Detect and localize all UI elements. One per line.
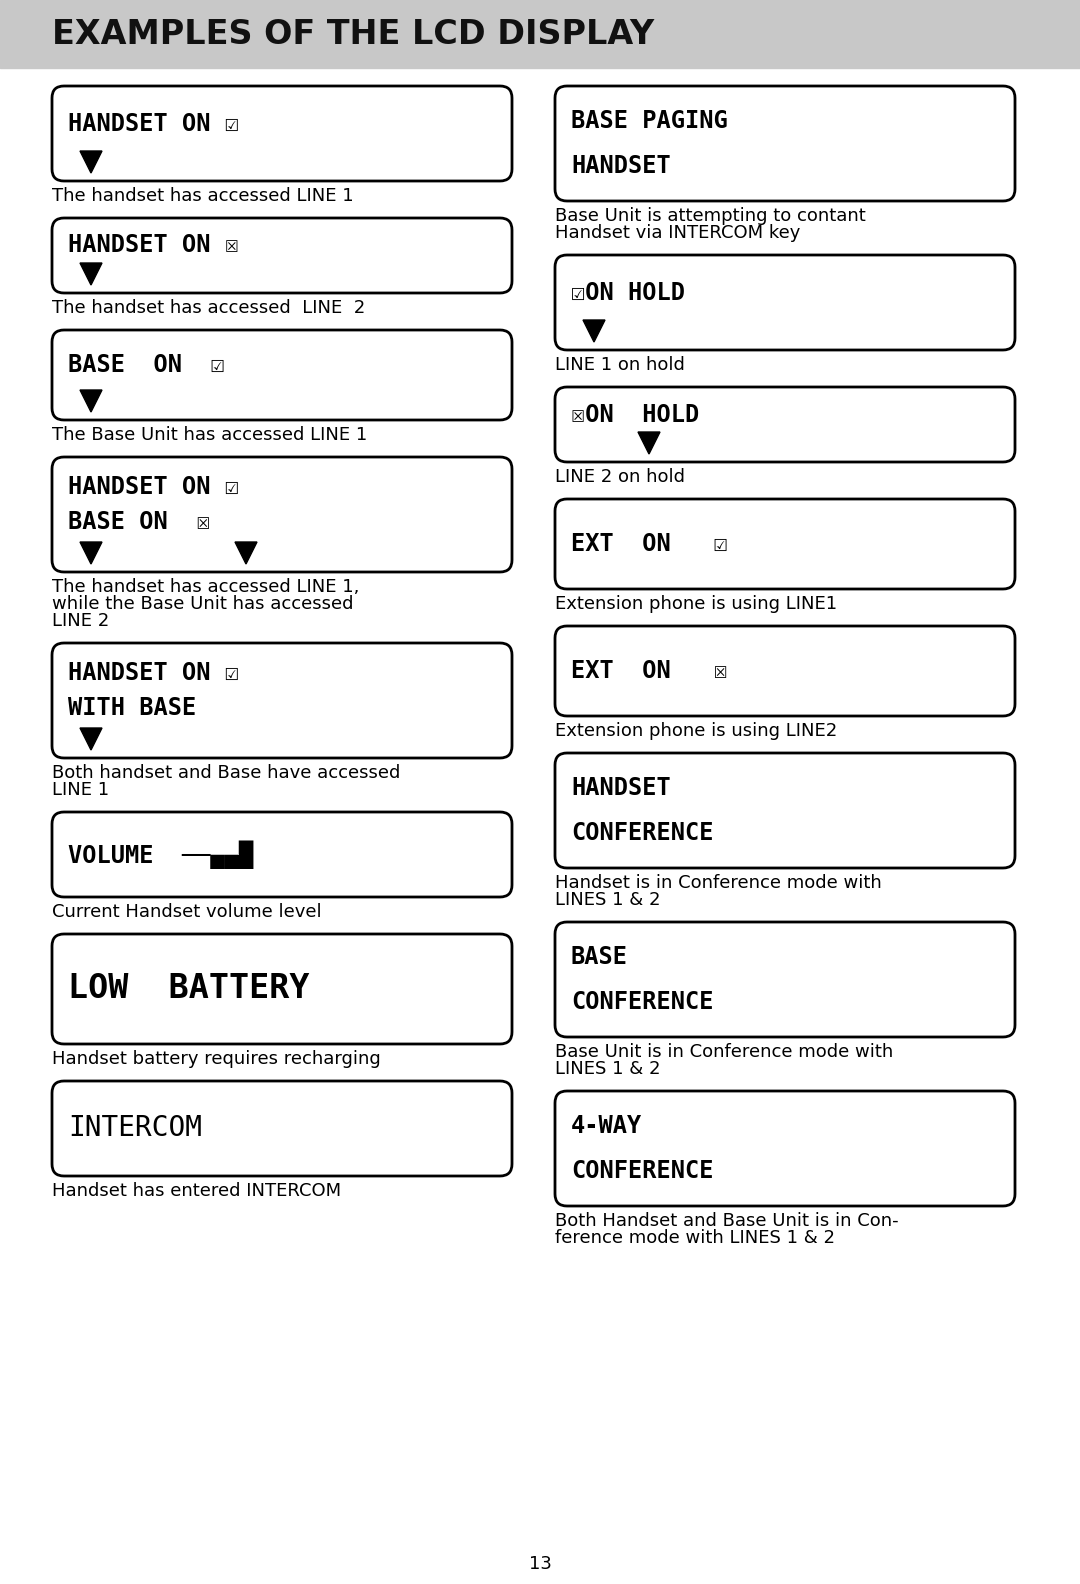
- Text: CONFERENCE: CONFERENCE: [571, 821, 714, 846]
- Polygon shape: [80, 390, 102, 412]
- FancyBboxPatch shape: [52, 458, 512, 572]
- FancyBboxPatch shape: [52, 1080, 512, 1175]
- Polygon shape: [80, 263, 102, 285]
- FancyBboxPatch shape: [555, 86, 1015, 201]
- Text: ☑ON HOLD: ☑ON HOLD: [571, 280, 685, 304]
- FancyBboxPatch shape: [52, 86, 512, 181]
- Text: HANDSET ON ☑: HANDSET ON ☑: [68, 111, 239, 136]
- Text: HANDSET: HANDSET: [571, 154, 671, 179]
- Text: INTERCOM: INTERCOM: [68, 1115, 202, 1142]
- FancyBboxPatch shape: [52, 643, 512, 759]
- Text: Extension phone is using LINE2: Extension phone is using LINE2: [555, 722, 837, 740]
- Text: CONFERENCE: CONFERENCE: [571, 1159, 714, 1183]
- Text: Current Handset volume level: Current Handset volume level: [52, 903, 322, 920]
- Text: Base Unit is attempting to contant: Base Unit is attempting to contant: [555, 208, 866, 225]
- Polygon shape: [80, 729, 102, 749]
- Text: Handset battery requires recharging: Handset battery requires recharging: [52, 1050, 381, 1068]
- Text: HANDSET: HANDSET: [571, 776, 671, 800]
- Polygon shape: [80, 150, 102, 173]
- FancyBboxPatch shape: [52, 329, 512, 420]
- Text: HANDSET ON ☑: HANDSET ON ☑: [68, 661, 239, 684]
- Text: The Base Unit has accessed LINE 1: The Base Unit has accessed LINE 1: [52, 426, 367, 444]
- Text: VOLUME  ──▄▄█: VOLUME ──▄▄█: [68, 840, 253, 868]
- Polygon shape: [638, 432, 660, 455]
- FancyBboxPatch shape: [555, 922, 1015, 1038]
- FancyBboxPatch shape: [52, 935, 512, 1044]
- FancyBboxPatch shape: [555, 255, 1015, 350]
- Text: Both handset and Base have accessed: Both handset and Base have accessed: [52, 763, 401, 782]
- Text: ference mode with LINES 1 & 2: ference mode with LINES 1 & 2: [555, 1229, 835, 1247]
- Text: CONFERENCE: CONFERENCE: [571, 990, 714, 1014]
- Text: 13: 13: [528, 1555, 552, 1573]
- Text: The handset has accessed LINE 1: The handset has accessed LINE 1: [52, 187, 353, 204]
- Text: LOW  BATTERY: LOW BATTERY: [68, 973, 310, 1006]
- Text: BASE: BASE: [571, 944, 627, 969]
- Text: EXAMPLES OF THE LCD DISPLAY: EXAMPLES OF THE LCD DISPLAY: [52, 17, 654, 51]
- Text: Extension phone is using LINE1: Extension phone is using LINE1: [555, 596, 837, 613]
- Polygon shape: [80, 542, 102, 564]
- Text: LINE 2: LINE 2: [52, 611, 109, 630]
- Text: BASE ON  ☒: BASE ON ☒: [68, 510, 211, 534]
- Polygon shape: [235, 542, 257, 564]
- Text: HANDSET ON ☑: HANDSET ON ☑: [68, 475, 239, 499]
- Text: LINE 1 on hold: LINE 1 on hold: [555, 356, 685, 374]
- FancyBboxPatch shape: [555, 626, 1015, 716]
- FancyBboxPatch shape: [555, 1091, 1015, 1205]
- Text: BASE PAGING: BASE PAGING: [571, 109, 728, 133]
- Text: LINES 1 & 2: LINES 1 & 2: [555, 1060, 661, 1079]
- Text: Base Unit is in Conference mode with: Base Unit is in Conference mode with: [555, 1042, 893, 1061]
- FancyBboxPatch shape: [555, 499, 1015, 589]
- Text: LINES 1 & 2: LINES 1 & 2: [555, 890, 661, 909]
- Text: WITH BASE: WITH BASE: [68, 697, 197, 721]
- Text: while the Base Unit has accessed: while the Base Unit has accessed: [52, 596, 353, 613]
- Text: EXT  ON   ☒: EXT ON ☒: [571, 659, 728, 683]
- Text: EXT  ON   ☑: EXT ON ☑: [571, 532, 728, 556]
- Text: LINE 2 on hold: LINE 2 on hold: [555, 467, 685, 486]
- Text: The handset has accessed LINE 1,: The handset has accessed LINE 1,: [52, 578, 360, 596]
- FancyBboxPatch shape: [52, 219, 512, 293]
- Text: Handset is in Conference mode with: Handset is in Conference mode with: [555, 874, 881, 892]
- Polygon shape: [583, 320, 605, 342]
- Text: Both Handset and Base Unit is in Con-: Both Handset and Base Unit is in Con-: [555, 1212, 899, 1231]
- Text: HANDSET ON ☒: HANDSET ON ☒: [68, 233, 239, 258]
- Text: The handset has accessed  LINE  2: The handset has accessed LINE 2: [52, 299, 365, 317]
- Text: LINE 1: LINE 1: [52, 781, 109, 798]
- Text: Handset via INTERCOM key: Handset via INTERCOM key: [555, 223, 800, 242]
- Text: Handset has entered INTERCOM: Handset has entered INTERCOM: [52, 1182, 341, 1201]
- Bar: [0, 0, 1080, 68]
- FancyBboxPatch shape: [555, 386, 1015, 463]
- Text: ☒ON  HOLD: ☒ON HOLD: [571, 402, 699, 426]
- Text: BASE  ON  ☑: BASE ON ☑: [68, 353, 225, 377]
- FancyBboxPatch shape: [52, 813, 512, 897]
- Text: 4-WAY: 4-WAY: [571, 1114, 643, 1137]
- FancyBboxPatch shape: [555, 752, 1015, 868]
